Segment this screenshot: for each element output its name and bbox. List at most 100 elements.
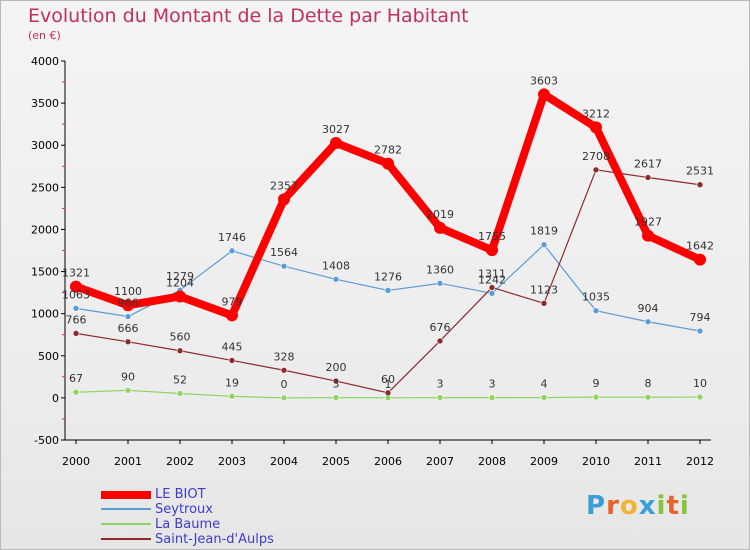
data-point: [330, 136, 342, 149]
data-label: 3027: [322, 123, 350, 136]
x-tick-label: 2009: [530, 455, 558, 468]
y-tick-label: 0: [52, 392, 59, 405]
x-tick-label: 2012: [686, 455, 714, 468]
data-label: 1819: [530, 225, 558, 238]
y-tick-label: 3000: [31, 139, 59, 152]
data-label: 2531: [686, 165, 714, 178]
data-label: 904: [638, 302, 659, 315]
data-point: [696, 327, 704, 335]
data-point: [590, 121, 602, 134]
y-tick-label: 1500: [31, 266, 59, 279]
data-label: 979: [222, 295, 243, 308]
y-tick-label: 2000: [31, 223, 59, 236]
data-label: 9: [593, 377, 600, 390]
x-tick-label: 2007: [426, 455, 454, 468]
data-label: 560: [170, 331, 191, 344]
data-point: [280, 394, 288, 402]
data-label: 328: [274, 350, 295, 363]
data-point: [592, 307, 600, 315]
data-label: 3: [333, 378, 340, 391]
data-label: 3603: [530, 74, 558, 87]
x-tick-label: 2010: [582, 455, 610, 468]
data-point: [226, 309, 238, 322]
logo-letter: P: [586, 491, 607, 521]
data-point: [278, 193, 290, 206]
data-point: [436, 337, 444, 345]
data-label: 2782: [374, 144, 402, 157]
data-label: 52: [173, 374, 187, 387]
logo-letter: r: [606, 491, 620, 521]
data-label: 1360: [426, 263, 454, 276]
data-point: [122, 299, 134, 312]
data-label: 666: [118, 322, 139, 335]
data-point: [384, 287, 392, 294]
data-label: 966: [118, 297, 139, 310]
data-point: [228, 357, 236, 364]
data-point: [540, 300, 548, 307]
data-point: [72, 305, 80, 312]
data-point: [644, 393, 652, 401]
proxiti-logo: Proxiti: [586, 491, 690, 521]
data-point: [486, 244, 498, 257]
data-label: 676: [430, 321, 451, 334]
data-label: 200: [326, 361, 347, 374]
data-label: 445: [222, 340, 243, 353]
data-point: [124, 387, 132, 394]
legend-swatch: [101, 538, 151, 540]
data-point: [488, 284, 496, 291]
data-label: 3: [489, 378, 496, 391]
legend-label: Saint-Jean-d'Aulps: [155, 532, 274, 547]
data-label: 60: [381, 373, 395, 386]
data-point: [72, 330, 80, 337]
data-point: [228, 247, 236, 255]
data-point: [644, 174, 652, 181]
data-label: 8: [645, 377, 652, 390]
data-point: [644, 318, 652, 326]
data-label: 0: [281, 378, 288, 391]
data-label: 1123: [530, 283, 558, 296]
data-label: 1100: [114, 285, 142, 298]
data-label: 1642: [686, 240, 714, 253]
data-point: [124, 338, 132, 346]
legend-swatch: [101, 523, 151, 525]
legend-label: La Baume: [155, 517, 221, 532]
data-point: [280, 366, 288, 374]
logo-letter: t: [666, 491, 680, 521]
x-tick-label: 2011: [634, 455, 662, 468]
data-point: [694, 253, 706, 266]
data-point: [280, 262, 288, 270]
y-tick-label: 2500: [31, 181, 59, 194]
data-label: 10: [693, 377, 707, 390]
data-label: 766: [66, 313, 87, 326]
data-label: 4: [541, 378, 548, 391]
legend-swatch: [101, 508, 151, 510]
x-tick-label: 2005: [322, 455, 350, 468]
x-tick-label: 2008: [478, 455, 506, 468]
data-label: 1927: [634, 216, 662, 229]
data-point: [436, 280, 444, 287]
legend-swatch: [101, 491, 151, 499]
data-label: 1242: [478, 273, 506, 286]
x-tick-label: 2000: [62, 455, 90, 468]
chart-title: Evolution du Montant de la Dette par Hab…: [28, 5, 469, 27]
data-point: [384, 389, 392, 397]
data-label: 19: [225, 376, 239, 389]
data-label: 1564: [270, 246, 298, 259]
data-point: [592, 393, 600, 401]
data-point: [540, 241, 548, 248]
data-label: 2617: [634, 157, 662, 170]
data-point: [332, 394, 340, 401]
legend-label: Seytroux: [155, 502, 213, 517]
data-point: [332, 276, 340, 283]
data-label: 1276: [374, 270, 402, 283]
y-tick-label: -500: [34, 434, 59, 447]
data-point: [488, 394, 496, 401]
data-label: 2708: [582, 150, 610, 163]
data-point: [436, 394, 444, 401]
legend-label: LE BIOT: [155, 487, 206, 502]
y-tick-label: 4000: [31, 55, 59, 68]
data-label: 90: [121, 370, 135, 383]
data-point: [696, 181, 704, 189]
data-point: [176, 390, 184, 397]
